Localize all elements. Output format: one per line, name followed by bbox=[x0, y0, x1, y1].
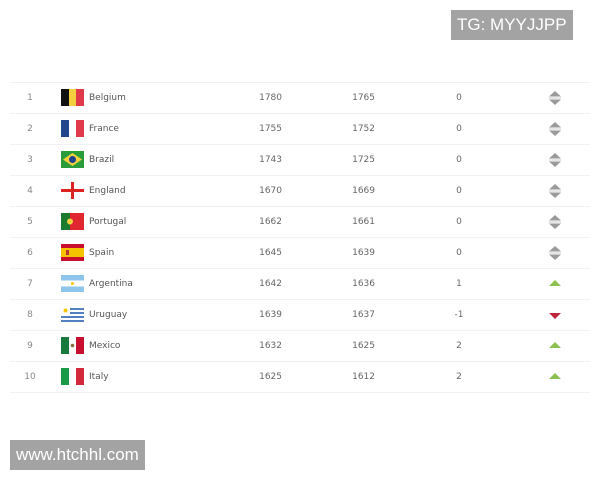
trend-same-icon bbox=[549, 122, 561, 136]
trend-same-icon bbox=[549, 184, 561, 198]
rank: 4 bbox=[27, 186, 33, 196]
points: 1625 bbox=[259, 372, 282, 382]
country-name[interactable]: Uruguay bbox=[89, 310, 128, 320]
rank-change: 2 bbox=[456, 341, 462, 351]
ranking-table: 1 Belgium 1780 1765 0 2 France 1755 1752… bbox=[10, 82, 590, 397]
table-row[interactable]: 8 Uruguay 1639 1637 -1 bbox=[10, 300, 590, 331]
rank-change: 0 bbox=[456, 124, 462, 134]
trend-up-icon bbox=[549, 373, 561, 379]
england-flag-icon bbox=[61, 182, 84, 199]
country-name[interactable]: England bbox=[89, 186, 126, 196]
previous-points: 1669 bbox=[352, 186, 375, 196]
rank: 9 bbox=[27, 341, 33, 351]
previous-points: 1639 bbox=[352, 248, 375, 258]
spain-flag-icon bbox=[61, 244, 84, 261]
previous-points: 1752 bbox=[352, 124, 375, 134]
table-row[interactable]: 6 Spain 1645 1639 0 bbox=[10, 238, 590, 269]
uruguay-flag-icon bbox=[61, 306, 84, 323]
rank-change: 1 bbox=[456, 279, 462, 289]
country-name[interactable]: Portugal bbox=[89, 217, 127, 227]
previous-points: 1612 bbox=[352, 372, 375, 382]
table-row[interactable]: 10 Italy 1625 1612 2 bbox=[10, 362, 590, 393]
trend-up-icon bbox=[549, 280, 561, 286]
points: 1639 bbox=[259, 310, 282, 320]
points: 1632 bbox=[259, 341, 282, 351]
country-name[interactable]: Belgium bbox=[89, 93, 126, 103]
points: 1645 bbox=[259, 248, 282, 258]
mexico-flag-icon bbox=[61, 337, 84, 354]
rank-change: 2 bbox=[456, 372, 462, 382]
rank-change: 0 bbox=[456, 155, 462, 165]
previous-points: 1765 bbox=[352, 93, 375, 103]
previous-points: 1637 bbox=[352, 310, 375, 320]
rank-change: 0 bbox=[456, 217, 462, 227]
rank: 3 bbox=[27, 155, 33, 165]
points: 1743 bbox=[259, 155, 282, 165]
table-row[interactable]: 11 Croatia 1612 1634 -2 bbox=[10, 393, 590, 397]
table-row[interactable]: 2 France 1755 1752 0 bbox=[10, 114, 590, 145]
country-name[interactable]: Brazil bbox=[89, 155, 115, 165]
rank-change: -1 bbox=[454, 310, 464, 320]
points: 1662 bbox=[259, 217, 282, 227]
points: 1780 bbox=[259, 93, 282, 103]
brazil-flag-icon bbox=[61, 151, 84, 168]
italy-flag-icon bbox=[61, 368, 84, 385]
country-name[interactable]: Argentina bbox=[89, 279, 133, 289]
table-row[interactable]: 4 England 1670 1669 0 bbox=[10, 176, 590, 207]
previous-points: 1725 bbox=[352, 155, 375, 165]
table-row[interactable]: 1 Belgium 1780 1765 0 bbox=[10, 83, 590, 114]
points: 1755 bbox=[259, 124, 282, 134]
trend-same-icon bbox=[549, 246, 561, 260]
table-row[interactable]: 9 Mexico 1632 1625 2 bbox=[10, 331, 590, 362]
rank: 1 bbox=[27, 93, 33, 103]
points: 1642 bbox=[259, 279, 282, 289]
rank: 2 bbox=[27, 124, 33, 134]
rank: 6 bbox=[27, 248, 33, 258]
rank-change: 0 bbox=[456, 93, 462, 103]
portugal-flag-icon bbox=[61, 213, 84, 230]
rank-change: 0 bbox=[456, 186, 462, 196]
country-name[interactable]: Mexico bbox=[89, 341, 121, 351]
trend-same-icon bbox=[549, 153, 561, 167]
belgium-flag-icon bbox=[61, 89, 84, 106]
table-row[interactable]: 3 Brazil 1743 1725 0 bbox=[10, 145, 590, 176]
trend-same-icon bbox=[549, 91, 561, 105]
watermark-top: TG: MYYJJPP bbox=[451, 10, 573, 40]
previous-points: 1636 bbox=[352, 279, 375, 289]
table-row[interactable]: 7 Argentina 1642 1636 1 bbox=[10, 269, 590, 300]
argentina-flag-icon bbox=[61, 275, 84, 292]
watermark-bottom: www.htchhl.com bbox=[10, 440, 145, 470]
table-row[interactable]: 5 Portugal 1662 1661 0 bbox=[10, 207, 590, 238]
trend-down-icon bbox=[549, 313, 561, 319]
previous-points: 1625 bbox=[352, 341, 375, 351]
points: 1670 bbox=[259, 186, 282, 196]
rank: 8 bbox=[27, 310, 33, 320]
country-name[interactable]: Spain bbox=[89, 248, 115, 258]
rank-change: 0 bbox=[456, 248, 462, 258]
rank: 5 bbox=[27, 217, 33, 227]
country-name[interactable]: Italy bbox=[89, 372, 109, 382]
france-flag-icon bbox=[61, 120, 84, 137]
rank: 10 bbox=[24, 372, 36, 382]
rank: 7 bbox=[27, 279, 33, 289]
country-name[interactable]: France bbox=[89, 124, 119, 134]
previous-points: 1661 bbox=[352, 217, 375, 227]
trend-up-icon bbox=[549, 342, 561, 348]
trend-same-icon bbox=[549, 215, 561, 229]
